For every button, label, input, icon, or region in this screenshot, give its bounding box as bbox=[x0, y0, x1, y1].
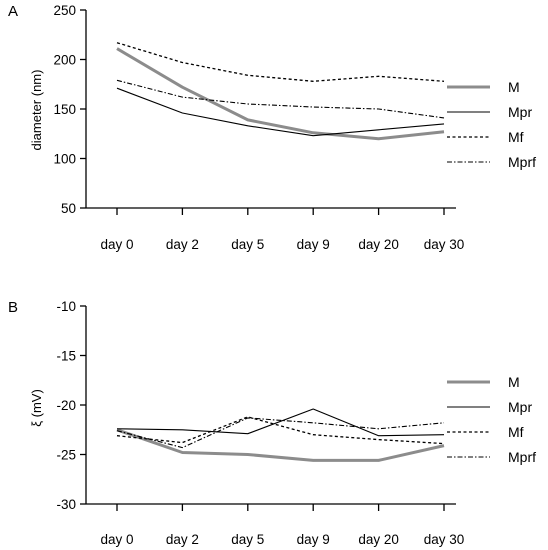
y-ticks: -30 -25 -20 -15 -10 bbox=[56, 299, 86, 512]
y-tick-label: -10 bbox=[56, 299, 76, 314]
series-line-mpr bbox=[116, 87, 445, 137]
legend-label-mf: Mf bbox=[508, 129, 524, 145]
legend: M Mpr Mf Mprf bbox=[447, 374, 536, 465]
series-line-mpr bbox=[116, 408, 445, 437]
series-line-mprf bbox=[116, 79, 445, 119]
x-tick-label: day 20 bbox=[358, 532, 399, 547]
panel-label: A bbox=[8, 3, 18, 20]
y-tick-label: 150 bbox=[53, 102, 76, 117]
x-tick-label: day 9 bbox=[297, 532, 330, 547]
legend-label-mprf: Mprf bbox=[508, 449, 536, 465]
panel-b: B ξ (mV) -30 -25 -20 -15 -10 day 0 day 2 day 5… bbox=[8, 299, 536, 547]
y-axis-title: diameter (nm) bbox=[29, 70, 44, 151]
legend-label-mpr: Mpr bbox=[508, 399, 532, 415]
y-tick-label: 250 bbox=[53, 3, 76, 18]
x-tick-label: day 20 bbox=[358, 237, 399, 252]
y-tick-label: 200 bbox=[53, 53, 76, 68]
series-line-m bbox=[116, 47, 445, 141]
x-ticks: day 0 day 2 day 5 day 9 day 20 day 30 bbox=[100, 504, 464, 547]
legend-label-m: M bbox=[508, 374, 520, 390]
legend-label-mprf: Mprf bbox=[508, 154, 536, 170]
x-ticks: day 0 day 2 day 5 day 9 day 20 day 30 bbox=[100, 208, 464, 252]
y-tick-label: 50 bbox=[61, 201, 76, 216]
legend: M Mpr Mf Mprf bbox=[447, 79, 536, 170]
series-lines bbox=[116, 42, 445, 141]
y-tick-label: 100 bbox=[53, 152, 76, 167]
y-ticks: 50 100 150 200 250 bbox=[53, 3, 86, 216]
x-tick-label: day 5 bbox=[231, 237, 264, 252]
x-tick-label: day 2 bbox=[166, 237, 199, 252]
x-tick-label: day 5 bbox=[231, 532, 264, 547]
x-tick-label: day 2 bbox=[166, 532, 199, 547]
axes bbox=[85, 306, 456, 505]
series-line-mprf bbox=[116, 417, 445, 449]
y-tick-label: -15 bbox=[56, 349, 76, 364]
series-line-mf bbox=[116, 42, 445, 82]
series-lines bbox=[116, 408, 445, 462]
y-tick-label: -30 bbox=[56, 497, 76, 512]
y-tick-label: -25 bbox=[56, 448, 76, 463]
x-tick-label: day 30 bbox=[424, 532, 465, 547]
x-tick-label: day 0 bbox=[100, 237, 133, 252]
legend-label-mpr: Mpr bbox=[508, 104, 532, 120]
panel-label: B bbox=[8, 299, 18, 316]
axes bbox=[85, 10, 456, 209]
legend-label-mf: Mf bbox=[508, 424, 524, 440]
x-tick-label: day 30 bbox=[424, 237, 465, 252]
y-tick-label: -20 bbox=[56, 398, 76, 413]
series-line-m bbox=[116, 428, 445, 462]
y-axis-title: ξ (mV) bbox=[29, 389, 44, 427]
legend-label-m: M bbox=[508, 79, 520, 95]
x-tick-label: day 0 bbox=[100, 532, 133, 547]
x-tick-label: day 9 bbox=[297, 237, 330, 252]
